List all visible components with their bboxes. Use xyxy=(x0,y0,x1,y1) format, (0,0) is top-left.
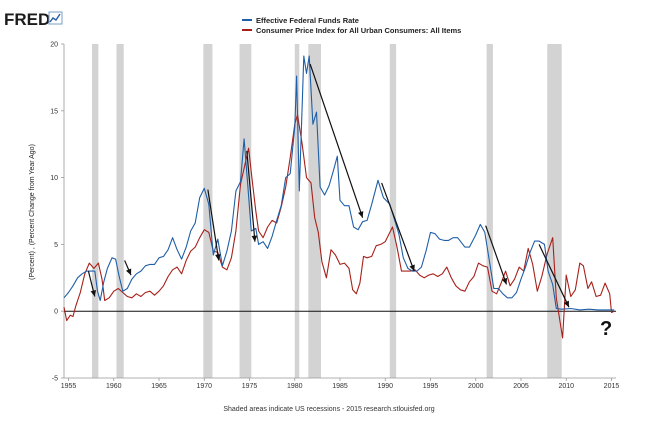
trend-arrows xyxy=(87,63,570,308)
y-tick-label-5: -5 xyxy=(52,376,58,383)
trend-arrow-head-3 xyxy=(251,235,258,242)
x-tick-label-4: 1975 xyxy=(242,383,258,390)
x-tick-label-2: 1965 xyxy=(151,383,167,390)
x-tick-label-5: 1980 xyxy=(287,383,303,390)
series-lines xyxy=(63,55,615,339)
x-tick-label-7: 1990 xyxy=(377,383,393,390)
fred-logo[interactable]: FRED xyxy=(4,10,63,29)
recession-band-8 xyxy=(547,44,562,378)
trend-arrow-line-5 xyxy=(381,182,415,272)
x-tick-label-9: 2000 xyxy=(468,383,484,390)
series-line-0 xyxy=(63,55,615,311)
x-tick-label-1: 1960 xyxy=(106,383,122,390)
x-tick-label-10: 2005 xyxy=(513,383,529,390)
x-tick-label-0: 1955 xyxy=(61,383,77,390)
recession-footnote: Shaded areas indicate US recessions - 20… xyxy=(223,406,434,413)
trend-arrow-line-6 xyxy=(485,225,508,285)
question-mark-annotation: ? xyxy=(600,318,612,340)
y-tick-label-2: 10 xyxy=(50,175,58,182)
x-tick-label-12: 2015 xyxy=(604,383,620,390)
trend-arrow-line-2 xyxy=(207,189,220,261)
y-tick-label-3: 5 xyxy=(54,242,58,249)
recession-band-4 xyxy=(294,44,300,378)
trend-arrow-head-5 xyxy=(409,264,415,272)
trend-arrow-line-4 xyxy=(309,63,364,218)
logo-graph-icon xyxy=(48,11,63,25)
fred-logo-text: FRED xyxy=(4,10,50,29)
trend-arrow-head-4 xyxy=(358,211,364,218)
x-tick-label-3: 1970 xyxy=(196,383,212,390)
series-line-1 xyxy=(63,114,615,339)
y-tick-label-1: 15 xyxy=(50,108,58,115)
recession-band-0 xyxy=(92,44,99,378)
x-tick-label-11: 2010 xyxy=(558,383,574,390)
x-tick-label-6: 1985 xyxy=(332,383,348,390)
legend-label-cpi: Consumer Price Index for All Urban Consu… xyxy=(256,26,461,35)
recession-band-1 xyxy=(116,44,124,378)
y-tick-label-4: 0 xyxy=(54,309,58,316)
recession-band-6 xyxy=(389,44,397,378)
recession-band-5 xyxy=(308,44,321,378)
recession-bands xyxy=(92,44,562,378)
trend-arrow-head-0 xyxy=(90,290,96,297)
recession-band-7 xyxy=(486,44,493,378)
trend-arrow-head-6 xyxy=(501,277,508,285)
legend-label-fedfunds: Effective Federal Funds Rate xyxy=(256,16,359,25)
trend-arrow-line-3 xyxy=(246,150,256,242)
trend-arrow-head-2 xyxy=(215,254,221,261)
legend: Effective Federal Funds Rate Consumer Pr… xyxy=(242,16,461,35)
trend-arrow-line-7 xyxy=(538,244,570,308)
trend-arrow-head-7 xyxy=(563,300,569,308)
y-tick-label-0: 20 xyxy=(50,42,58,49)
y-axis-label: (Percent) , (Percent Change from Year Ag… xyxy=(29,144,36,280)
recession-band-2 xyxy=(203,44,213,378)
x-tick-label-8: 1995 xyxy=(423,383,439,390)
trend-arrow-head-1 xyxy=(126,268,132,276)
recession-band-3 xyxy=(239,44,252,378)
